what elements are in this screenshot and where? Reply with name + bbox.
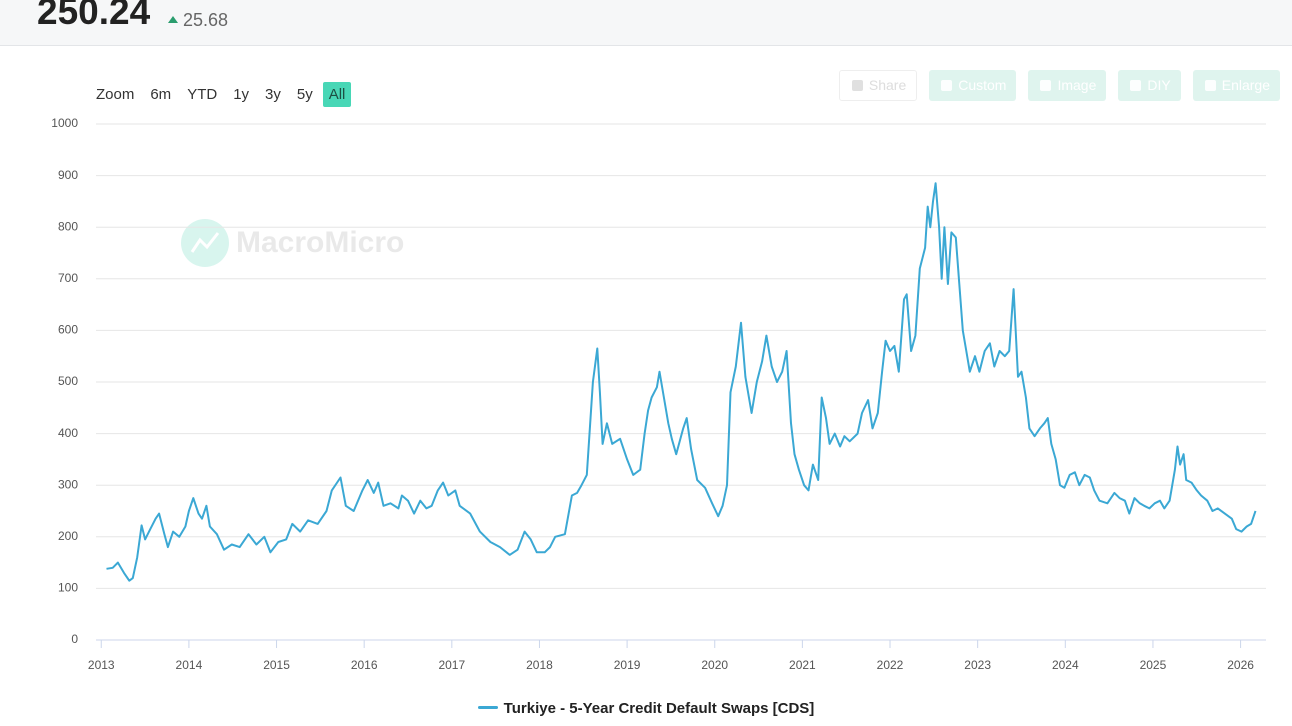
y-tick-label: 500 <box>58 374 78 388</box>
watermark-logo-line <box>190 232 220 253</box>
x-tick-label: 2016 <box>351 658 378 672</box>
legend-swatch <box>477 706 498 709</box>
toolbar-button[interactable]: Share <box>838 70 918 101</box>
zoom-button[interactable]: YTD <box>187 86 218 103</box>
x-tick-label: 2017 <box>438 658 465 672</box>
y-tick-label: 900 <box>58 168 78 182</box>
y-tick-label: 1000 <box>51 116 78 130</box>
y-tick-label: 400 <box>58 426 78 440</box>
x-tick-label: 2014 <box>176 658 203 672</box>
x-tick-label: 2022 <box>877 658 904 672</box>
change-value: 25.68 <box>183 10 229 30</box>
legend-label[interactable]: Turkiye - 5-Year Credit Default Swaps [C… <box>503 700 815 717</box>
x-tick-label: 2013 <box>88 658 115 672</box>
watermark-text: MacroMicro <box>236 226 404 259</box>
y-tick-label: 100 <box>58 581 78 595</box>
zoom-button[interactable]: 3y <box>265 86 281 103</box>
zoom-button[interactable]: 1y <box>233 86 250 103</box>
up-arrow <box>168 16 178 23</box>
x-tick-label: 2018 <box>526 658 553 672</box>
y-tick-label: 200 <box>58 529 78 543</box>
y-tick-label: 0 <box>71 632 78 646</box>
toolbar-button[interactable]: DIY <box>1118 70 1181 101</box>
x-tick-label: 2024 <box>1052 658 1079 672</box>
x-tick-label: 2020 <box>701 658 728 672</box>
zoom-label: Zoom <box>96 86 135 103</box>
change: 25.68 <box>168 10 228 31</box>
y-tick-label: 600 <box>58 323 78 337</box>
zoom-bar: Zoom 6m YTD 1y 3y 5y All <box>90 82 355 107</box>
header-bar: 250.24 25.68 <box>0 0 1292 46</box>
y-tick-label: 700 <box>58 271 78 285</box>
toolbar-button[interactable]: Enlarge <box>1192 70 1280 101</box>
toolbar-button[interactable]: Image <box>1028 70 1107 101</box>
legend: Turkiye - 5-Year Credit Default Swaps [C… <box>0 700 1292 717</box>
toolbar-button[interactable]: Custom <box>929 70 1017 101</box>
toolbar: Share Custom Image DIY Enlarge <box>827 70 1280 101</box>
x-tick-label: 2021 <box>789 658 816 672</box>
y-tick-label: 800 <box>58 219 78 233</box>
y-tick-label: 300 <box>58 477 78 491</box>
current-value: 250.24 <box>37 0 151 32</box>
x-tick-label: 2023 <box>964 658 991 672</box>
zoom-button[interactable]: 6m <box>150 86 172 103</box>
series-line <box>106 182 1257 582</box>
x-tick-label: 2015 <box>263 658 290 672</box>
x-tick-label: 2026 <box>1227 658 1254 672</box>
zoom-button[interactable]: All <box>322 82 352 107</box>
x-tick-label: 2025 <box>1140 658 1167 672</box>
x-tick-label: 2019 <box>614 658 641 672</box>
watermark: MacroMicro <box>181 219 404 267</box>
zoom-button[interactable]: 5y <box>296 86 313 103</box>
watermark-logo <box>181 219 229 267</box>
